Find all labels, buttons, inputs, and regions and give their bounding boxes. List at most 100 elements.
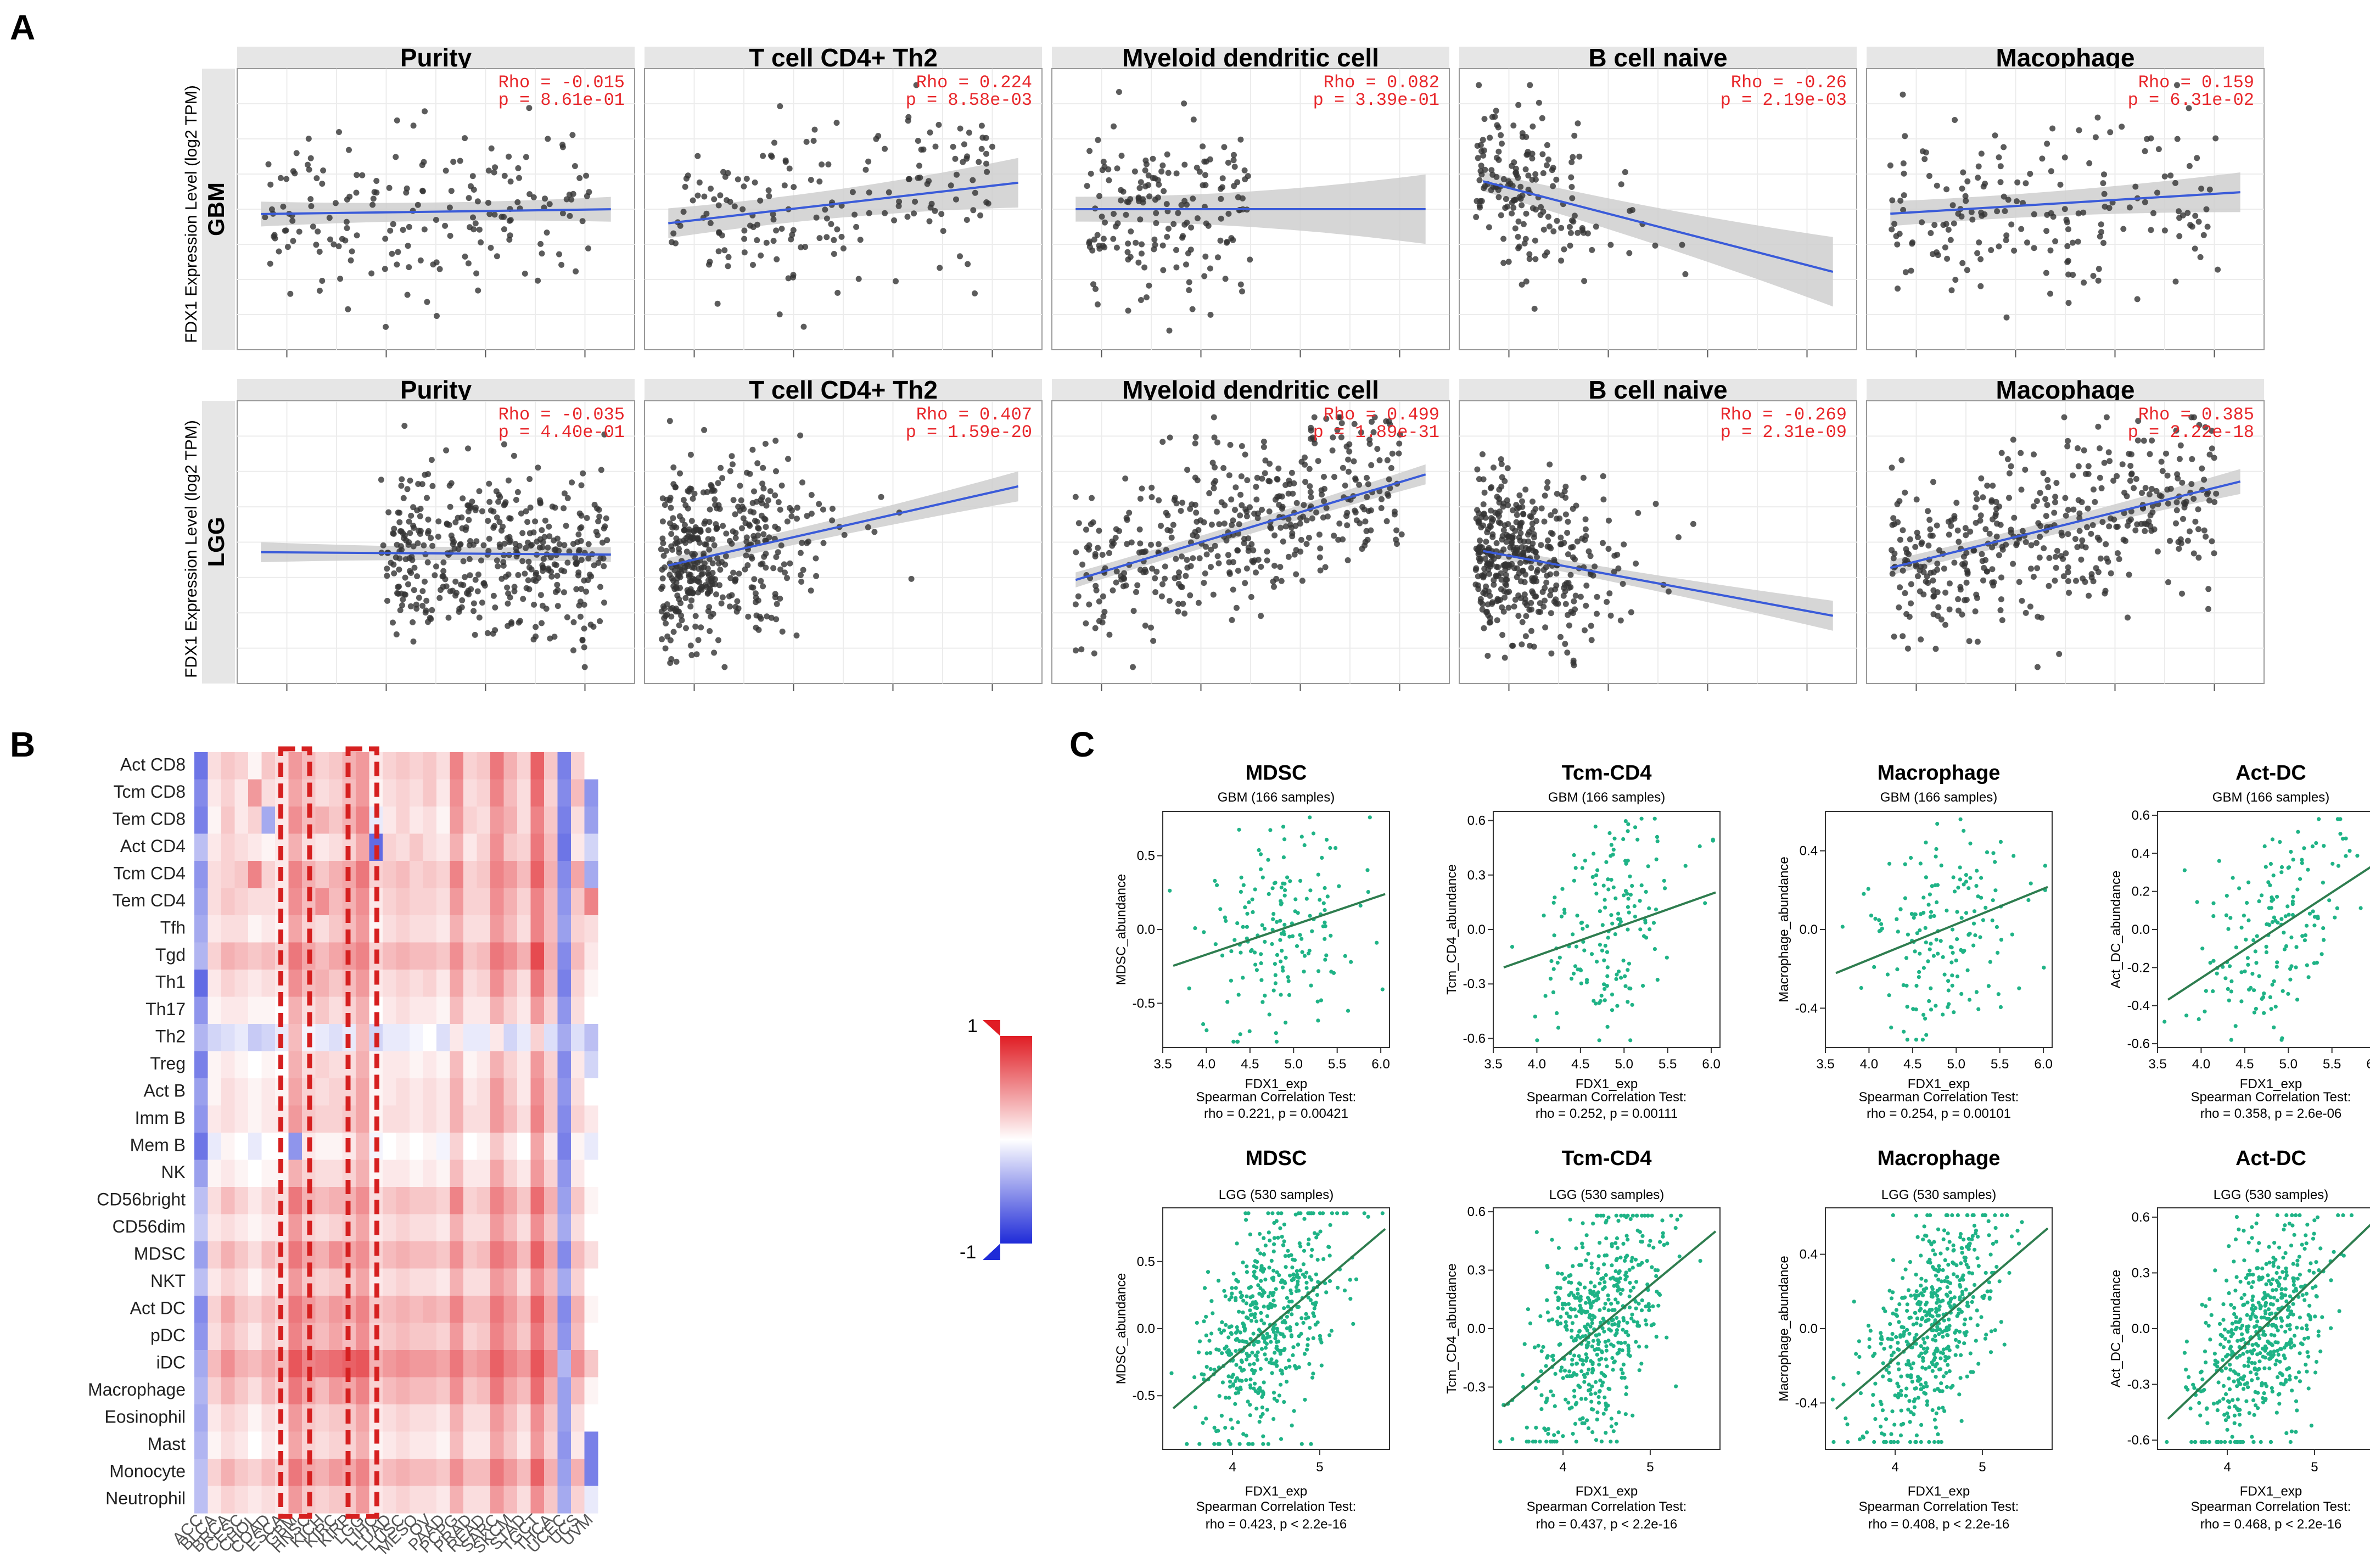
data-point — [1142, 157, 1149, 164]
heatmap-cell — [221, 915, 236, 943]
data-point — [496, 541, 503, 548]
heatmap-cell — [477, 1431, 491, 1459]
data-point — [1335, 536, 1342, 543]
data-point — [1271, 562, 1278, 569]
data-point — [1920, 1038, 1925, 1042]
data-point — [1263, 993, 1267, 998]
data-point — [1512, 225, 1519, 232]
data-point — [1655, 978, 1660, 982]
panel-a-letter: A — [10, 8, 35, 47]
data-point — [1568, 544, 1575, 551]
data-point — [1557, 955, 1562, 960]
data-point — [450, 159, 457, 165]
data-point — [1621, 837, 1626, 842]
data-point — [1550, 165, 1556, 171]
data-point — [716, 506, 723, 512]
data-point — [1477, 543, 1483, 550]
data-point — [414, 201, 421, 208]
data-point — [1092, 625, 1099, 631]
data-point — [1612, 836, 1617, 841]
data-point — [1918, 951, 1922, 956]
data-point — [424, 495, 430, 501]
data-point — [1498, 576, 1505, 583]
data-point — [1237, 512, 1243, 519]
data-point — [1633, 914, 1637, 919]
heatmap-cell — [557, 833, 572, 861]
data-point — [1262, 457, 1269, 464]
heatmap-cell — [234, 942, 249, 970]
heatmap-cell — [234, 1350, 249, 1378]
data-point — [268, 206, 275, 212]
data-point — [762, 440, 769, 447]
data-point — [584, 515, 590, 521]
data-point — [2330, 861, 2335, 866]
facet-title: T cell CD4+ Th2 — [749, 43, 938, 72]
facet-title: Macophage — [1996, 376, 2134, 404]
data-point — [470, 187, 477, 193]
data-point — [1368, 527, 1374, 534]
data-point — [1183, 261, 1189, 268]
data-point — [1235, 547, 1241, 554]
heatmap-cell — [234, 1323, 249, 1351]
data-point — [1475, 155, 1481, 161]
data-point — [694, 192, 701, 199]
data-point — [1503, 196, 1509, 202]
data-point — [1966, 638, 1973, 645]
data-point — [1603, 998, 1607, 1003]
data-point — [2079, 537, 2086, 544]
data-point — [2116, 556, 2122, 562]
heatmap-cell — [221, 1133, 236, 1161]
data-point — [523, 545, 529, 551]
data-point — [1959, 186, 1965, 192]
heatmap-cell — [584, 970, 598, 998]
data-point — [1908, 267, 1914, 274]
data-point — [2142, 199, 2148, 205]
data-point — [2163, 450, 2169, 457]
data-point — [1958, 877, 1962, 882]
panel-a: FDX1 Expression Level (log2 TPM) FDX1 Ex… — [182, 43, 2265, 691]
data-point — [1192, 434, 1199, 440]
data-point — [492, 164, 498, 171]
data-point — [1576, 153, 1583, 160]
data-point — [2307, 911, 2312, 916]
data-point — [595, 518, 602, 525]
data-point — [1091, 236, 1097, 243]
data-point — [1588, 623, 1594, 629]
heatmap-cell — [463, 915, 478, 943]
data-point — [1901, 192, 1907, 199]
data-point — [1980, 494, 1986, 501]
data-point — [1208, 564, 1214, 570]
data-point — [327, 236, 333, 243]
data-point — [2052, 578, 2058, 584]
plot-subtitle: GBM (166 samples) — [1548, 790, 1665, 805]
data-point — [1260, 438, 1267, 445]
heatmap-cell — [383, 1296, 397, 1324]
data-point — [425, 471, 432, 477]
data-point — [490, 508, 497, 515]
data-point — [393, 631, 400, 637]
data-point — [932, 143, 939, 150]
data-point — [1501, 478, 1508, 484]
heatmap-cell — [194, 807, 209, 835]
data-point — [1207, 311, 1214, 318]
data-point — [1639, 816, 1644, 821]
data-point — [408, 570, 414, 576]
data-point — [2022, 609, 2029, 616]
x-tick-label: 4.0 — [2192, 1057, 2210, 1072]
p-value-label: p = 8.58e-03 — [906, 90, 1032, 110]
data-point — [1302, 843, 1307, 848]
data-point — [1962, 828, 1966, 833]
facet-strip — [237, 379, 635, 401]
data-point — [313, 175, 320, 182]
data-point — [777, 506, 783, 513]
data-point — [1495, 513, 1502, 519]
data-point — [1106, 177, 1112, 183]
data-point — [1245, 173, 1251, 180]
heatmap-cell — [194, 942, 209, 970]
data-point — [2234, 945, 2238, 950]
p-value-label: p = 8.61e-01 — [498, 90, 625, 110]
data-point — [1202, 253, 1209, 260]
data-point — [957, 253, 963, 260]
panel-a-ylabel-2: FDX1 Expression Level (log2 TPM) — [182, 420, 200, 678]
